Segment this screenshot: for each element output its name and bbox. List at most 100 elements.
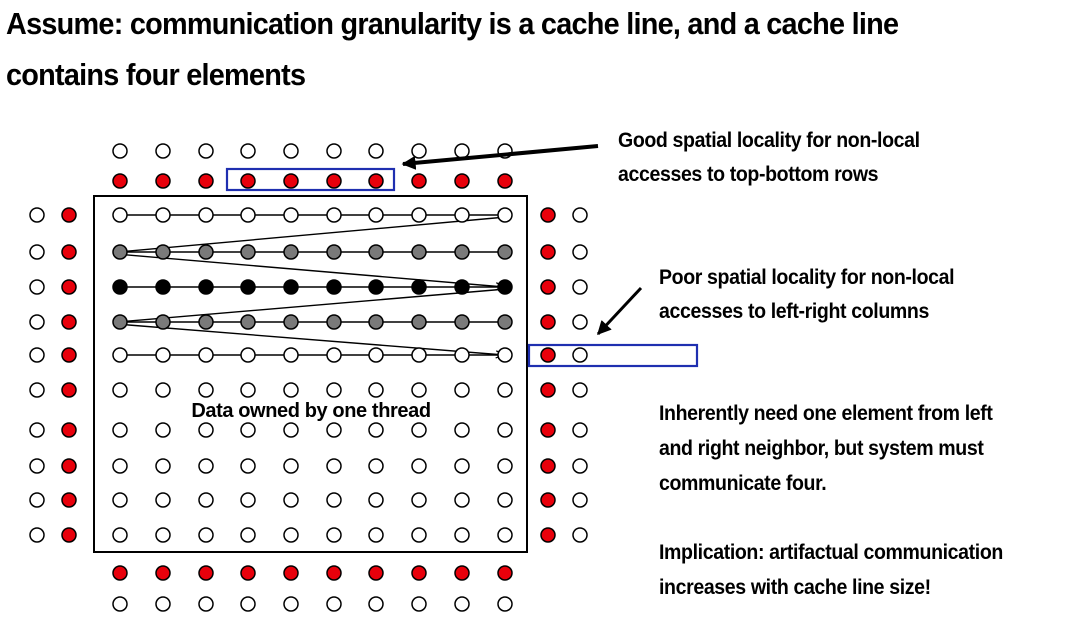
- right-ghost-element: [540, 492, 556, 508]
- owned-element: [240, 244, 256, 260]
- owned-element: [454, 422, 470, 438]
- owned-element: [497, 244, 513, 260]
- owned-element: [198, 492, 214, 508]
- left-neighbor-element: [29, 207, 45, 223]
- owned-element: [198, 527, 214, 543]
- owned-element: [112, 207, 128, 223]
- owned-element: [283, 314, 299, 330]
- bottom-ghost-element: [326, 565, 342, 581]
- owned-element: [326, 422, 342, 438]
- left-ghost-element: [61, 492, 77, 508]
- owned-element: [368, 244, 384, 260]
- owned-element: [454, 207, 470, 223]
- owned-element: [283, 458, 299, 474]
- bottom-neighbor-element: [155, 596, 171, 612]
- left-ghost-element: [61, 207, 77, 223]
- block-label: Data owned by one thread: [191, 400, 430, 422]
- right-neighbor-element: [572, 382, 588, 398]
- owned-element: [411, 314, 427, 330]
- top-neighbor-element: [198, 143, 214, 159]
- right-neighbor-element: [572, 314, 588, 330]
- annotation-implication-line-1: Implication: artifactual communication: [659, 541, 1003, 564]
- annotation-neighbor-need-line-1: Inherently need one element from left: [659, 402, 993, 425]
- owned-element: [155, 458, 171, 474]
- top-ghost-element: [497, 173, 513, 189]
- top-ghost-element: [454, 173, 470, 189]
- left-ghost-element: [61, 382, 77, 398]
- owned-element: [326, 492, 342, 508]
- owned-element: [368, 279, 384, 295]
- left-ghost-element: [61, 527, 77, 543]
- left-neighbor-element: [29, 382, 45, 398]
- right-ghost-element: [540, 207, 556, 223]
- bottom-neighbor-element: [454, 596, 470, 612]
- bottom-neighbor-element: [368, 596, 384, 612]
- bottom-neighbor-element: [411, 596, 427, 612]
- right-neighbor-element: [572, 492, 588, 508]
- owned-element: [198, 279, 214, 295]
- top-ghost-element: [326, 173, 342, 189]
- owned-element: [326, 279, 342, 295]
- owned-element: [368, 382, 384, 398]
- left-neighbor-element: [29, 527, 45, 543]
- top-ghost-element: [283, 173, 299, 189]
- traversal-arrow-return: [115, 253, 504, 287]
- owned-element: [454, 382, 470, 398]
- owned-element: [411, 458, 427, 474]
- top-ghost-element: [112, 173, 128, 189]
- right-ghost-element: [540, 382, 556, 398]
- owned-element: [155, 207, 171, 223]
- left-neighbor-element: [29, 314, 45, 330]
- bottom-ghost-element: [112, 565, 128, 581]
- owned-element: [155, 244, 171, 260]
- bottom-neighbor-element: [326, 596, 342, 612]
- bottom-neighbor-element: [240, 596, 256, 612]
- owned-element: [283, 207, 299, 223]
- owned-element: [368, 527, 384, 543]
- owned-element: [368, 458, 384, 474]
- right-ghost-element: [540, 314, 556, 330]
- bottom-ghost-element: [155, 565, 171, 581]
- right-ghost-element: [540, 279, 556, 295]
- owned-element: [326, 347, 342, 363]
- top-row-cache-line-box: [225, 167, 396, 192]
- owned-element: [411, 279, 427, 295]
- owned-element: [283, 492, 299, 508]
- annotation-side-columns-line-2: accesses to left-right columns: [659, 300, 929, 323]
- left-neighbor-element: [29, 244, 45, 260]
- top-ghost-element: [155, 173, 171, 189]
- owned-element: [411, 207, 427, 223]
- top-neighbor-element: [368, 143, 384, 159]
- right-neighbor-element: [572, 244, 588, 260]
- owned-element: [497, 422, 513, 438]
- traversal-arrow-return: [118, 216, 507, 252]
- side-column-cache-line-box: [527, 343, 699, 368]
- owned-element: [326, 314, 342, 330]
- owned-element: [240, 492, 256, 508]
- owned-element: [112, 458, 128, 474]
- owned-element: [240, 347, 256, 363]
- owned-element: [155, 382, 171, 398]
- annotation-side-columns-line-1: Poor spatial locality for non-local: [659, 266, 955, 289]
- owned-element: [283, 382, 299, 398]
- right-ghost-element: [540, 244, 556, 260]
- top-ghost-element: [368, 173, 384, 189]
- annotation-neighbor-need-line-2: and right neighbor, but system must: [659, 437, 984, 460]
- owned-element: [198, 458, 214, 474]
- owned-element: [283, 244, 299, 260]
- owned-element: [454, 527, 470, 543]
- owned-element: [155, 314, 171, 330]
- owned-element: [368, 422, 384, 438]
- right-ghost-element: [540, 422, 556, 438]
- top-ghost-element: [411, 173, 427, 189]
- owned-element: [326, 244, 342, 260]
- traversal-arrow-return: [115, 323, 504, 355]
- owned-element: [497, 492, 513, 508]
- bottom-neighbor-element: [497, 596, 513, 612]
- top-ghost-element: [198, 173, 214, 189]
- owned-element: [112, 382, 128, 398]
- slide-title-line-2: contains four elements: [6, 57, 306, 92]
- top-neighbor-element: [283, 143, 299, 159]
- annotation-neighbor-need-line-3: communicate four.: [659, 472, 827, 495]
- left-ghost-element: [61, 422, 77, 438]
